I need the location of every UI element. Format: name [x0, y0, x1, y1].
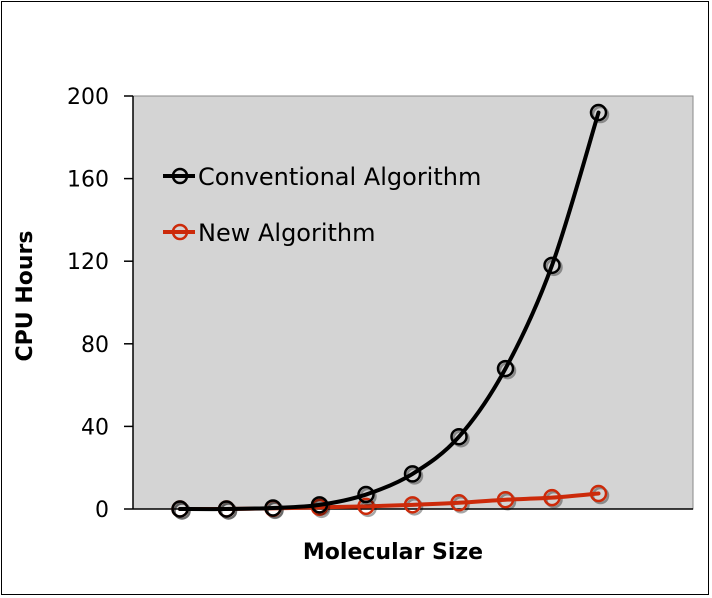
legend-item: Conventional Algorithm	[163, 163, 481, 191]
x-axis-title: Molecular Size	[303, 540, 483, 565]
y-axis-title: CPU Hours	[13, 231, 38, 362]
chart: 0 40 80 120 160 200 Conventional Algorithm New…	[0, 0, 712, 598]
y-tick-label: 160	[67, 168, 109, 193]
y-tick-label: 40	[81, 415, 109, 440]
y-tick-label: 200	[67, 85, 109, 110]
legend-label: New Algorithm	[198, 219, 376, 247]
y-ticks: 0 40 80 120 160 200	[67, 85, 133, 523]
y-tick-label: 0	[95, 498, 109, 523]
y-tick-label: 80	[81, 333, 109, 358]
y-tick-label: 120	[67, 250, 109, 275]
legend-label: Conventional Algorithm	[198, 163, 481, 191]
plot-area	[133, 96, 693, 509]
